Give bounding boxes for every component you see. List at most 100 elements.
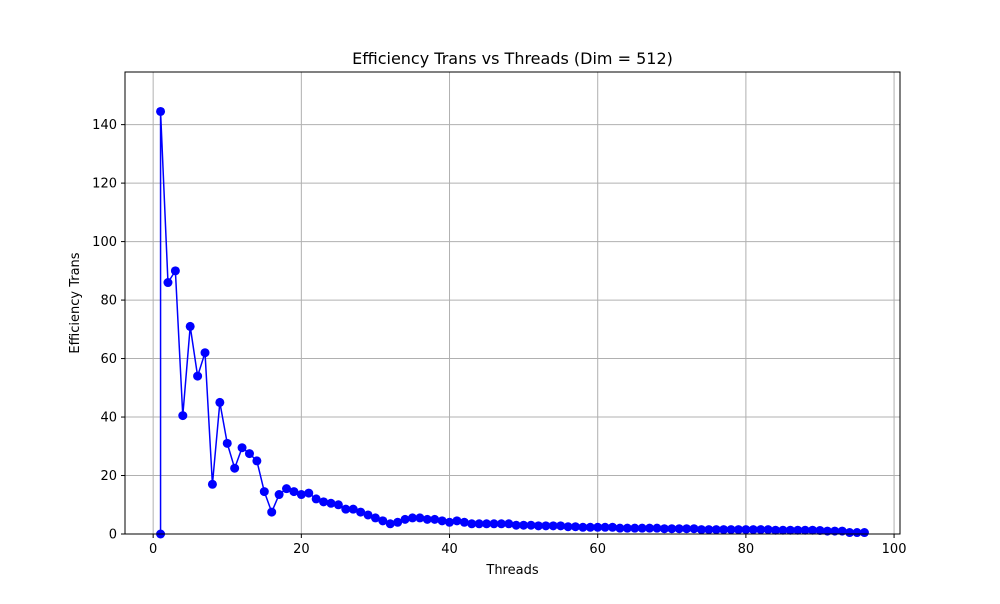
data-point: [659, 524, 669, 534]
data-point: [689, 524, 699, 534]
data-point: [556, 521, 566, 531]
data-point: [304, 488, 314, 498]
data-point: [763, 525, 773, 535]
data-point: [422, 514, 432, 524]
data-point: [711, 525, 721, 535]
data-point: [252, 456, 262, 466]
data-point: [733, 525, 743, 535]
data-point: [600, 522, 610, 532]
y-tick-label: 120: [92, 177, 117, 192]
data-point: [637, 523, 647, 533]
data-point: [452, 516, 462, 526]
data-point: [185, 321, 195, 331]
data-point: [563, 522, 573, 532]
data-point: [585, 522, 595, 532]
data-point: [282, 484, 292, 494]
y-tick-label: 80: [100, 294, 117, 309]
chart-title: Efficiency Trans vs Threads (Dim = 512): [352, 49, 673, 68]
data-point: [800, 525, 810, 535]
data-point: [230, 463, 240, 473]
data-point: [467, 519, 477, 529]
data-point: [630, 523, 640, 533]
data-point: [274, 490, 284, 500]
data-point: [244, 449, 254, 459]
data-point: [193, 371, 203, 381]
data-point: [771, 525, 781, 535]
axes-frame: [124, 71, 901, 535]
data-point: [326, 498, 336, 508]
data-point: [645, 523, 655, 533]
data-point: [363, 510, 373, 520]
data-point: [778, 525, 788, 535]
data-point: [682, 524, 692, 534]
data-point: [459, 517, 469, 527]
data-point: [289, 487, 299, 497]
ticks-layer: 0 20 40 60 80 100 0 20 40 60 80 100 120 140: [92, 118, 906, 557]
data-point: [548, 521, 558, 531]
data-point: [696, 525, 706, 535]
data-point: [370, 513, 380, 523]
data-point: [207, 479, 217, 489]
data-point: [482, 519, 492, 529]
x-tick-label: 20: [293, 542, 310, 557]
data-point: [578, 522, 588, 532]
data-point: [719, 525, 729, 535]
data-point: [570, 522, 580, 532]
series-layer: [156, 106, 869, 539]
data-point: [170, 266, 180, 276]
data-point: [296, 490, 306, 500]
data-point: [741, 525, 751, 535]
data-point: [793, 525, 803, 535]
data-point: [437, 516, 447, 526]
data-point: [156, 106, 166, 116]
data-point: [808, 525, 818, 535]
data-point: [385, 519, 395, 529]
data-point: [267, 507, 277, 517]
data-point: [178, 411, 188, 421]
data-point: [748, 525, 758, 535]
data-point: [608, 522, 618, 532]
data-point: [852, 528, 862, 538]
data-point: [674, 524, 684, 534]
y-tick-label: 140: [92, 118, 117, 133]
x-tick-label: 60: [589, 542, 606, 557]
data-point: [859, 528, 869, 538]
data-point: [845, 528, 855, 538]
data-point: [430, 514, 440, 524]
x-tick-label: 0: [149, 542, 157, 557]
data-point: [163, 278, 173, 288]
data-point: [319, 497, 329, 507]
data-point: [496, 519, 506, 529]
data-point: [474, 519, 484, 529]
data-point: [393, 517, 403, 527]
grid-layer: [125, 72, 900, 535]
data-point: [526, 520, 536, 530]
data-point: [341, 504, 351, 514]
x-tick-label: 80: [738, 542, 755, 557]
data-point: [785, 525, 795, 535]
data-point: [200, 348, 210, 358]
data-point: [311, 494, 321, 504]
data-point: [445, 517, 455, 527]
data-point: [815, 525, 825, 535]
data-point: [519, 520, 529, 530]
series-line: [159, 110, 865, 534]
data-point: [726, 525, 736, 535]
data-point: [667, 524, 677, 534]
data-point: [756, 525, 766, 535]
data-point: [504, 519, 514, 529]
y-tick-label: 40: [100, 411, 117, 426]
x-tick-label: 40: [441, 542, 458, 557]
data-point: [830, 526, 840, 536]
data-point: [511, 520, 521, 530]
y-tick-label: 60: [100, 352, 117, 367]
data-point: [378, 516, 388, 526]
data-point: [593, 522, 603, 532]
data-point: [259, 487, 269, 497]
data-point: [541, 521, 551, 531]
data-point: [407, 513, 417, 523]
data-point: [348, 504, 358, 514]
data-point: [533, 521, 543, 531]
y-axis-label: Efficiency Trans: [68, 252, 83, 353]
y-tick-label: 0: [109, 528, 117, 543]
